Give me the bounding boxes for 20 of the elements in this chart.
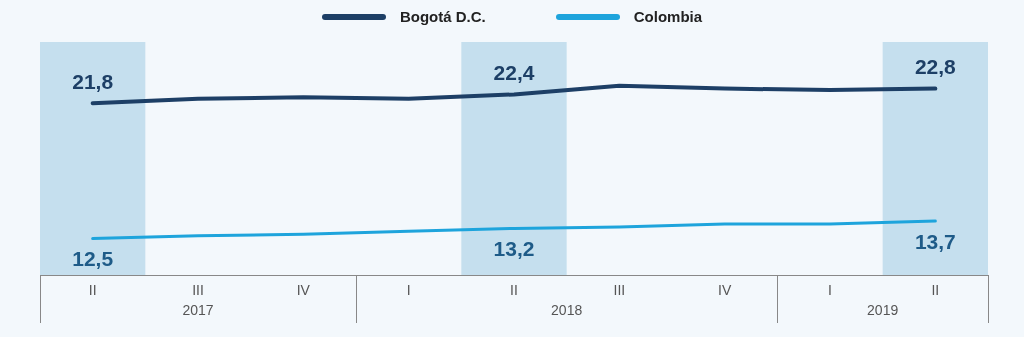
x-tick-label: III: [613, 282, 626, 299]
text: 2017: [182, 301, 214, 318]
legend-label: Colombia: [632, 8, 703, 25]
x-tick-label: II: [88, 282, 97, 299]
x-tick-label: III: [192, 282, 204, 299]
data-label: 22,4: [493, 61, 535, 85]
data-label: 21,8: [72, 69, 114, 93]
legend-label: Bogotá D.C.: [398, 8, 486, 25]
text: 2018: [551, 301, 583, 318]
x-tick-label: II: [510, 282, 518, 299]
data-label: 12,5: [72, 247, 114, 271]
x-tick-label: II: [931, 282, 940, 299]
data-label: 13,7: [914, 229, 956, 253]
data-label: 13,2: [493, 237, 535, 261]
x-tick-label: IV: [296, 282, 311, 299]
data-label: 22,8: [914, 55, 957, 79]
text: 2019: [867, 301, 899, 318]
x-tick-label: I: [828, 282, 832, 299]
x-tick-label: I: [406, 282, 411, 299]
x-tick-label: IV: [718, 282, 732, 299]
